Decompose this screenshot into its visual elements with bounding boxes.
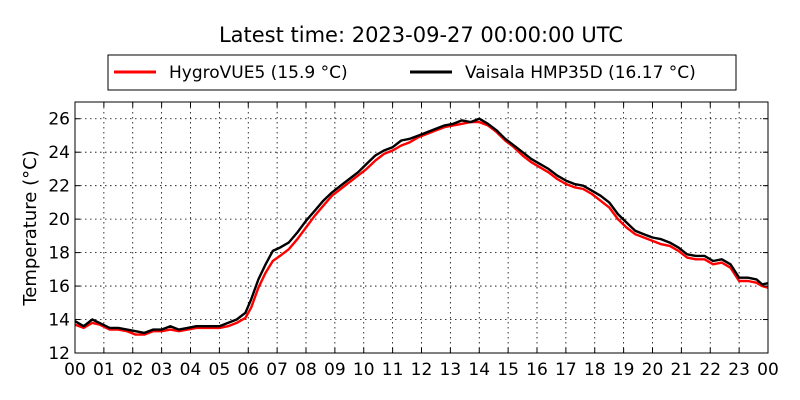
series-lines bbox=[74, 117, 769, 336]
y-tick-label: 12 bbox=[48, 344, 70, 364]
x-tick-label: 10 bbox=[353, 360, 375, 380]
x-tick-label: 09 bbox=[324, 360, 346, 380]
x-tick-label: 23 bbox=[728, 360, 750, 380]
x-tick-label: 22 bbox=[699, 360, 721, 380]
x-tick-label: 20 bbox=[642, 360, 664, 380]
x-tick-label: 18 bbox=[584, 360, 606, 380]
x-tick-label: 02 bbox=[122, 360, 144, 380]
x-tick-label: 21 bbox=[671, 360, 693, 380]
series-line-vaisala bbox=[74, 117, 769, 335]
legend-label-hygrovue5: HygroVUE5 (15.9 °C) bbox=[169, 63, 348, 83]
y-tick-label: 24 bbox=[48, 143, 70, 163]
x-tick-label: 17 bbox=[555, 360, 577, 380]
x-tick-label: 16 bbox=[526, 360, 548, 380]
x-tick-label: 15 bbox=[497, 360, 519, 380]
y-tick-label: 22 bbox=[48, 177, 70, 197]
x-tick-label: 05 bbox=[209, 360, 231, 380]
x-tick-label: 14 bbox=[468, 360, 490, 380]
x-tick-label: 00 bbox=[757, 360, 779, 380]
y-tick-label: 26 bbox=[48, 110, 70, 130]
y-tick-label: 16 bbox=[48, 277, 70, 297]
y-tick-label: 14 bbox=[48, 311, 70, 331]
x-tick-label: 01 bbox=[93, 360, 115, 380]
x-tick-label: 13 bbox=[440, 360, 462, 380]
chart-title: Latest time: 2023-09-27 00:00:00 UTC bbox=[219, 23, 623, 47]
x-tick-label: 08 bbox=[295, 360, 317, 380]
x-tick-label: 07 bbox=[266, 360, 288, 380]
x-tick-label: 03 bbox=[151, 360, 173, 380]
legend-label-vaisala: Vaisala HMP35D (16.17 °C) bbox=[465, 63, 696, 83]
series-line-hygrovue5 bbox=[74, 120, 769, 336]
y-tick-label: 20 bbox=[48, 210, 70, 230]
y-axis-label: Temperature (°C) bbox=[20, 150, 41, 306]
legend: HygroVUE5 (15.9 °C) Vaisala HMP35D (16.1… bbox=[107, 54, 737, 91]
x-tick-label: 00 bbox=[64, 360, 86, 380]
y-tick-label: 18 bbox=[48, 244, 70, 264]
x-tick-label: 12 bbox=[411, 360, 433, 380]
grid bbox=[75, 102, 768, 354]
x-tick-label: 11 bbox=[382, 360, 404, 380]
x-tick-label: 04 bbox=[180, 360, 202, 380]
x-tick-label: 06 bbox=[237, 360, 259, 380]
axis-ticks: 00 01 02 03 04 05 06 07 08 09 10 11 12 13 14 15 16 17 18 19… bbox=[48, 102, 779, 380]
x-tick-label: 19 bbox=[613, 360, 635, 380]
